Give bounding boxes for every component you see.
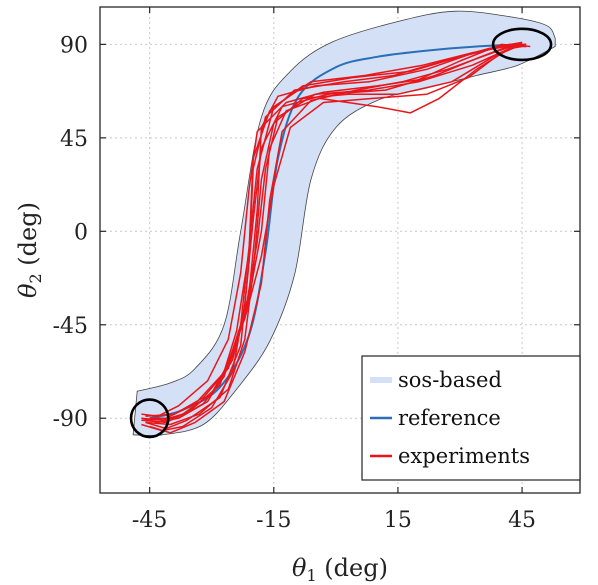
experiment-line-3: [141, 43, 527, 417]
plot-frame: [99, 6, 581, 494]
experiment-line-10: [141, 45, 527, 424]
x-axis-label-subscript: 1: [306, 566, 316, 585]
experiment-line-5: [141, 43, 527, 424]
region-ellipse-2: [491, 27, 553, 62]
y-axis-label: θ2 (deg): [14, 202, 45, 298]
experiment-line-11: [145, 43, 523, 422]
legend-label-reference: reference: [398, 406, 501, 430]
reference-line: [149, 43, 523, 420]
reference-layer: [149, 43, 523, 420]
tick-labels: -45 -15 15 45 90 45 0 -45 -90: [53, 33, 537, 533]
experiment-line-7: [141, 43, 527, 432]
x-axis-label-symbol: θ: [292, 554, 307, 582]
y-axis-label-symbol: θ: [14, 283, 42, 298]
y-axis-label-subscript: 2: [26, 273, 45, 283]
legend-box: [361, 355, 581, 481]
x-axis-label: θ1 (deg): [292, 554, 388, 585]
experiments-layer: [141, 41, 531, 434]
x-tick-label-0: -45: [132, 508, 167, 533]
y-tick-label-4: -90: [53, 407, 88, 432]
y-tick-label-2: 0: [74, 220, 88, 245]
y-tick-label-1: 45: [60, 127, 88, 152]
y-tick-label-0: 90: [60, 33, 88, 58]
x-tick-label-1: -15: [256, 508, 291, 533]
ticks: [100, 7, 580, 493]
x-tick-label-3: 45: [508, 508, 536, 533]
y-axis-label-unit: (deg): [14, 202, 42, 273]
x-axis-label-unit: (deg): [317, 554, 388, 582]
region-ellipse-1: [129, 398, 170, 439]
legend: sos-based reference experiments: [361, 355, 581, 481]
legend-label-experiments: experiments: [398, 444, 530, 468]
ellipse-layer: [129, 27, 553, 439]
experiment-line-9: [145, 43, 523, 426]
legend-label-sos-based: sos-based: [398, 368, 502, 392]
y-tick-label-3: -45: [53, 314, 88, 339]
x-tick-label-2: 15: [384, 508, 412, 533]
experiment-line-4: [149, 43, 519, 434]
